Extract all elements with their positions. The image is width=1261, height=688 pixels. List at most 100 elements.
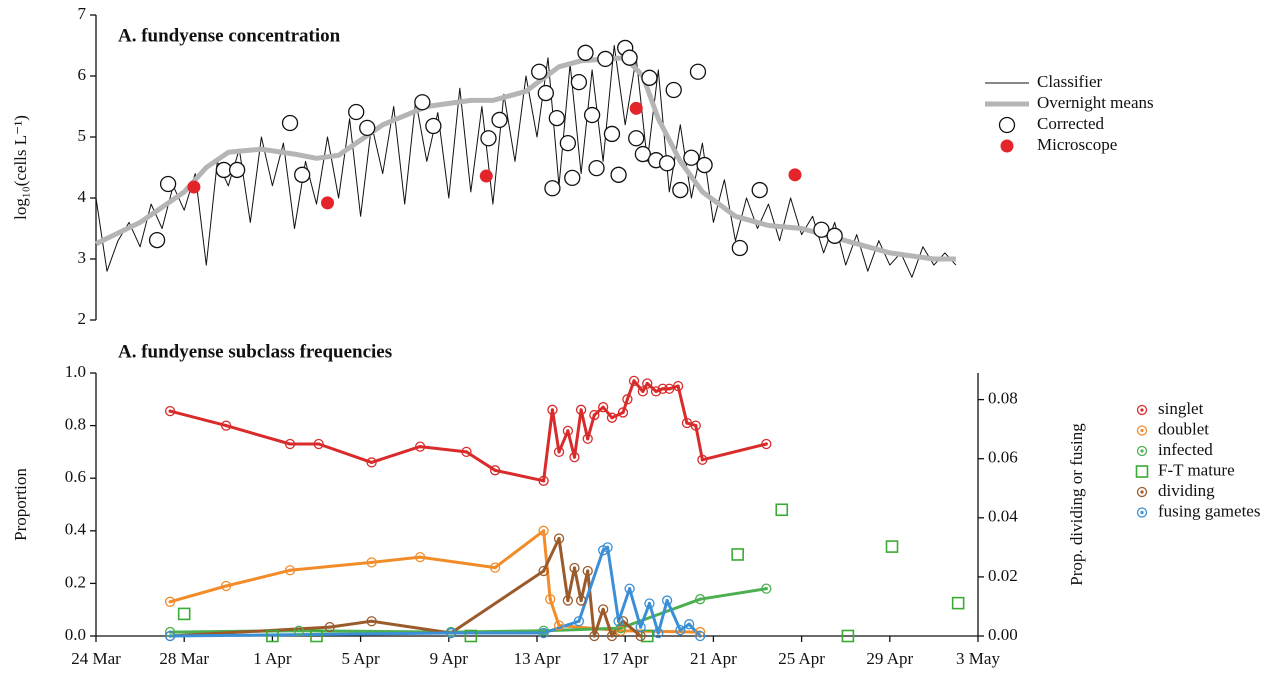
marker <box>1136 486 1148 498</box>
y-tick-label: 0.4 <box>65 520 87 539</box>
marker-ring <box>690 420 701 431</box>
marker <box>562 425 574 437</box>
marker-dot <box>698 634 702 638</box>
marker <box>624 583 635 594</box>
marker-dot <box>542 529 546 533</box>
marker <box>653 627 664 639</box>
y2-axis-label: Prop. dividing or fusing <box>1067 423 1086 586</box>
marker-dot <box>639 634 643 638</box>
marker-dot <box>1140 490 1144 494</box>
marker-ring <box>366 557 377 568</box>
marker <box>489 562 501 573</box>
marker <box>187 180 201 194</box>
marker <box>293 625 305 636</box>
marker-dot <box>370 619 374 623</box>
marker <box>603 125 621 143</box>
marker <box>615 625 626 636</box>
marker-ring <box>683 619 695 630</box>
marker-ring <box>644 598 655 609</box>
marker <box>628 130 645 147</box>
marker <box>613 616 624 627</box>
marker-dot <box>616 619 621 623</box>
marker <box>464 629 478 643</box>
marker-dot <box>288 442 292 446</box>
marker <box>1000 139 1014 153</box>
marker-ring <box>553 446 565 458</box>
marker-ring <box>164 630 176 642</box>
marker-ring <box>622 394 633 405</box>
marker-ring <box>575 404 587 415</box>
marker <box>164 405 176 417</box>
marker <box>775 503 789 517</box>
marker-ring <box>562 595 574 606</box>
marker-ring <box>573 616 585 627</box>
y-tick-label: 0.6 <box>65 467 86 486</box>
marker-ring <box>598 402 609 413</box>
marker-ring <box>547 404 558 415</box>
marker <box>537 84 554 102</box>
marker-dot <box>667 387 671 391</box>
marker <box>294 166 311 183</box>
marker <box>559 134 577 152</box>
marker-ring <box>657 383 668 394</box>
marker-ring <box>538 525 549 536</box>
marker-dot <box>645 381 649 386</box>
marker-dot <box>557 450 561 454</box>
marker-dot <box>168 634 172 638</box>
marker <box>657 383 668 394</box>
marker <box>617 407 629 418</box>
marker <box>548 109 565 127</box>
marker <box>562 595 574 606</box>
marker <box>690 420 701 431</box>
marker <box>672 181 689 199</box>
marker-dot <box>605 545 610 549</box>
marker <box>695 630 706 642</box>
marker-ring <box>672 380 684 392</box>
marker <box>641 69 658 86</box>
marker-ring <box>553 620 565 631</box>
x-tick-label: 13 Apr <box>514 649 561 668</box>
marker-ring <box>366 616 377 627</box>
marker-dot <box>418 555 422 559</box>
marker <box>644 598 655 609</box>
x-tick-label: 21 Apr <box>690 649 737 668</box>
marker-ring <box>461 446 472 458</box>
marker <box>788 168 802 182</box>
marker-dot <box>592 634 596 638</box>
marker-ring <box>606 630 618 642</box>
y2-tick-label: 0.04 <box>988 507 1018 526</box>
marker-dot <box>1140 449 1144 453</box>
marker <box>589 409 600 421</box>
marker <box>813 221 830 238</box>
legend-label: Overnight means <box>1037 93 1154 112</box>
marker-ring <box>642 378 653 389</box>
marker <box>573 616 585 627</box>
marker <box>177 607 191 621</box>
marker <box>675 624 686 636</box>
marker-ring <box>613 616 624 627</box>
marker-dot <box>572 566 577 570</box>
marker-dot <box>639 625 643 629</box>
marker-dot <box>687 622 691 626</box>
marker-dot <box>579 598 583 603</box>
marker-dot <box>550 408 555 412</box>
legend-label: fusing gametes <box>1158 501 1260 520</box>
marker <box>313 438 324 450</box>
x-tick-label: 17 Apr <box>602 649 649 668</box>
marker <box>582 565 593 577</box>
marker-dot <box>621 410 625 415</box>
marker-dot <box>678 628 682 632</box>
legend-label: Corrected <box>1037 114 1105 133</box>
x-tick-label: 1 Apr <box>253 649 292 668</box>
marker <box>159 175 177 193</box>
legend-label: singlet <box>1158 399 1204 418</box>
series-line <box>95 45 957 278</box>
marker-ring <box>220 420 232 431</box>
marker <box>650 386 662 397</box>
marker <box>689 63 707 80</box>
marker <box>310 629 323 643</box>
marker <box>445 627 457 639</box>
marker-dot <box>297 629 301 633</box>
marker-dot <box>764 587 768 591</box>
